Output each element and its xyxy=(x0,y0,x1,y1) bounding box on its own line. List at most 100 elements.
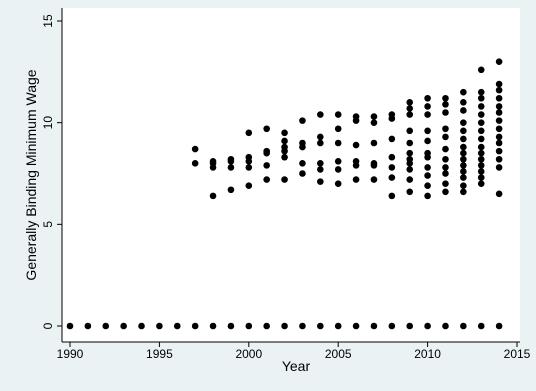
data-point xyxy=(406,149,414,157)
data-point xyxy=(442,101,449,108)
data-point xyxy=(191,322,199,330)
data-point xyxy=(370,119,378,126)
x-tick-label: 2000 xyxy=(235,347,262,361)
data-point xyxy=(495,117,503,124)
data-point xyxy=(281,129,288,137)
data-point xyxy=(334,139,342,147)
data-point xyxy=(477,155,485,163)
data-point xyxy=(370,322,378,330)
data-point xyxy=(477,66,485,74)
data-point xyxy=(495,125,503,133)
data-point xyxy=(173,322,181,330)
x-axis-title: Year xyxy=(282,358,311,374)
data-point xyxy=(120,322,127,330)
data-point xyxy=(281,137,288,145)
data-point xyxy=(334,158,342,165)
data-point xyxy=(191,160,199,167)
data-point xyxy=(460,119,467,126)
data-point xyxy=(317,166,324,173)
data-point xyxy=(263,125,270,133)
data-point xyxy=(424,322,431,330)
data-point xyxy=(370,176,378,183)
data-point xyxy=(263,322,270,330)
data-point xyxy=(352,322,360,330)
data-point xyxy=(406,105,414,112)
data-point xyxy=(424,137,431,145)
data-point xyxy=(460,182,467,189)
data-point xyxy=(263,162,270,169)
data-point xyxy=(370,139,378,147)
x-tick-label: 2010 xyxy=(414,347,441,361)
data-point xyxy=(477,103,485,110)
data-point xyxy=(406,166,414,173)
data-point xyxy=(477,88,485,96)
data-point xyxy=(317,160,324,167)
x-tick-label: 1995 xyxy=(146,347,173,361)
data-point xyxy=(460,135,467,143)
data-point xyxy=(334,166,342,173)
data-point xyxy=(495,147,503,155)
data-point xyxy=(442,188,449,196)
data-point xyxy=(138,322,145,330)
data-point xyxy=(424,164,431,171)
data-point xyxy=(495,164,503,171)
data-point xyxy=(477,149,485,157)
data-point xyxy=(406,111,414,118)
data-point xyxy=(388,164,396,171)
data-point xyxy=(477,94,485,102)
data-point xyxy=(281,147,288,155)
data-point xyxy=(317,322,324,330)
data-point xyxy=(334,180,342,187)
data-point xyxy=(299,117,306,124)
data-point xyxy=(442,109,449,116)
data-point xyxy=(263,176,270,183)
data-point xyxy=(442,125,449,133)
y-tick-label: 5 xyxy=(41,221,55,228)
data-point xyxy=(460,155,467,163)
data-point xyxy=(299,143,306,151)
data-points xyxy=(66,58,503,330)
data-point xyxy=(334,125,342,133)
data-point xyxy=(388,322,396,330)
data-point xyxy=(406,139,414,147)
data-point xyxy=(495,322,503,330)
data-point xyxy=(495,58,503,65)
data-point xyxy=(424,127,431,135)
data-point xyxy=(299,160,306,167)
data-point xyxy=(334,322,342,330)
data-point xyxy=(388,192,396,200)
data-point xyxy=(460,162,467,169)
data-point xyxy=(388,174,396,181)
data-point xyxy=(442,94,449,102)
data-point xyxy=(477,174,485,181)
data-point xyxy=(424,182,431,189)
data-point xyxy=(495,190,503,198)
data-point xyxy=(477,135,485,143)
data-point xyxy=(442,164,449,171)
data-point xyxy=(227,164,235,171)
data-point xyxy=(370,113,378,120)
data-point xyxy=(424,153,431,161)
y-axis-title: Generally Binding Minimum Wage xyxy=(23,69,39,280)
data-point xyxy=(388,115,396,122)
data-point xyxy=(424,172,431,179)
data-point xyxy=(227,186,235,194)
data-point xyxy=(245,158,253,165)
data-point xyxy=(460,174,467,181)
data-point xyxy=(245,182,253,189)
data-point xyxy=(263,149,270,157)
data-point xyxy=(156,322,163,330)
data-point xyxy=(334,111,342,118)
data-point xyxy=(477,180,485,187)
data-point xyxy=(317,178,324,185)
data-point xyxy=(460,322,467,330)
data-point xyxy=(352,141,360,149)
data-point xyxy=(495,133,503,141)
data-point xyxy=(406,322,414,330)
data-point xyxy=(424,103,431,110)
data-point xyxy=(477,168,485,175)
data-point xyxy=(460,143,467,151)
data-point xyxy=(281,322,288,330)
data-point xyxy=(460,88,467,96)
